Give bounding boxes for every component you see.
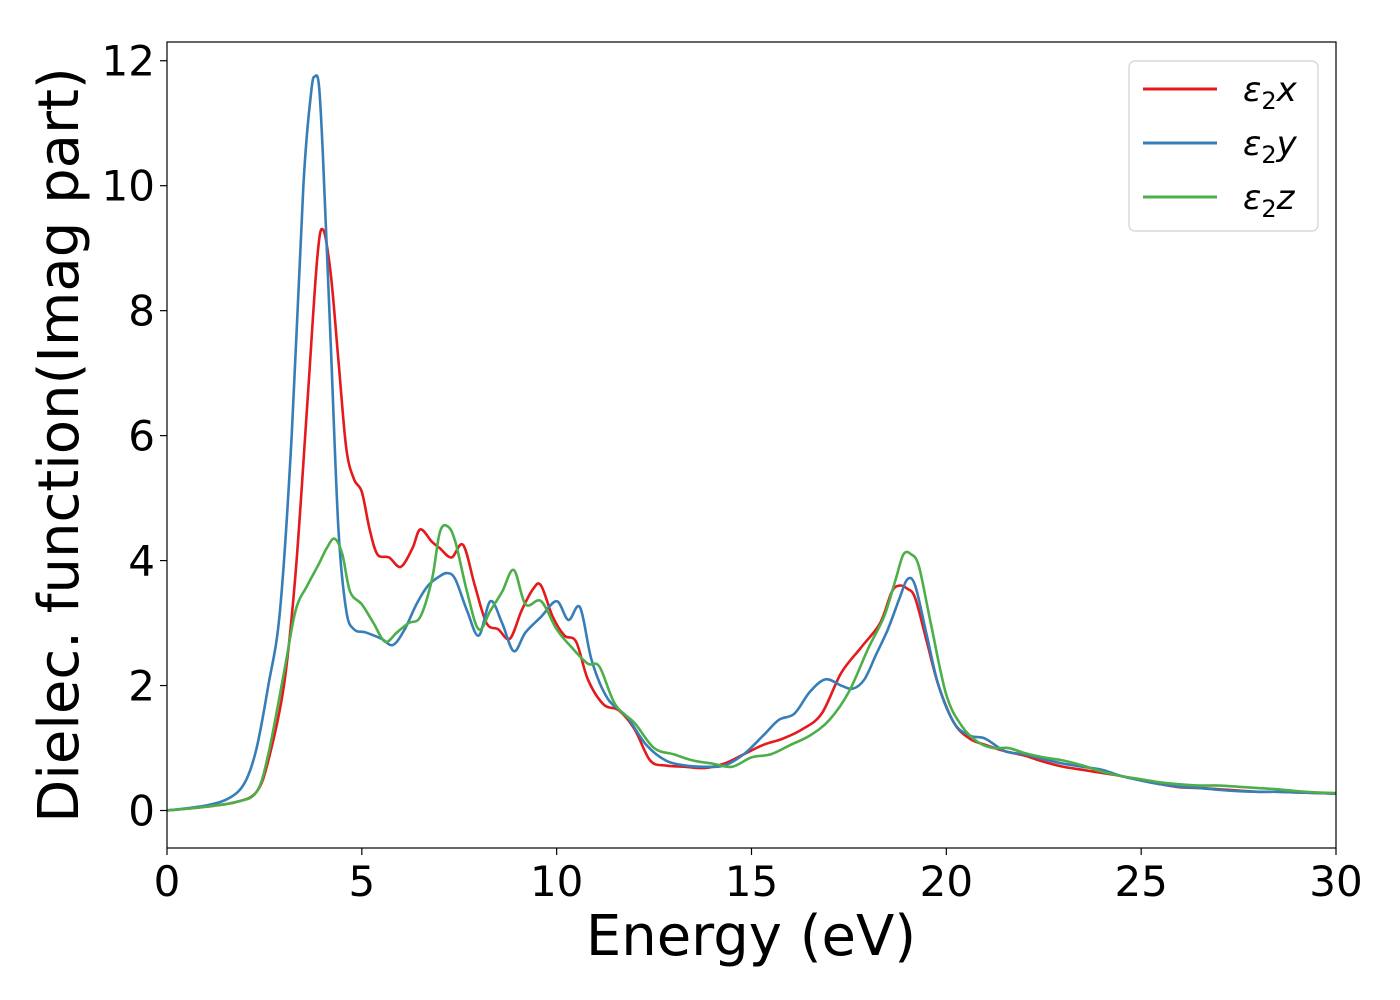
legend-label-x: ε2x: [1243, 70, 1298, 115]
legend-label-y: ε2y: [1243, 124, 1298, 169]
x-tick-label: 10: [530, 857, 583, 906]
x-tick-label: 20: [920, 857, 973, 906]
legend-label-z: ε2z: [1243, 178, 1296, 223]
x-axis-label: Energy (eV): [586, 904, 916, 969]
x-tick-label: 5: [348, 857, 375, 906]
y-axis-label: Dielec. function(Imag part): [27, 67, 92, 823]
series-line-z: [166, 523, 1337, 812]
y-tick-label: 10: [102, 162, 155, 211]
x-tick-label: 15: [725, 857, 778, 906]
x-tick-label: 25: [1114, 857, 1167, 906]
y-tick-label: 12: [102, 37, 155, 86]
y-tick-label: 8: [128, 287, 155, 336]
series-lines: [166, 74, 1337, 812]
y-tick-label: 2: [128, 662, 155, 711]
y-tick-label: 0: [128, 787, 155, 836]
y-axis-ticks: 0 2 4 6 8 10 12: [102, 37, 167, 836]
x-tick-label: 30: [1309, 857, 1362, 906]
x-tick-label: 0: [154, 857, 181, 906]
legend-box: [1128, 60, 1319, 232]
y-tick-label: 6: [128, 412, 155, 461]
legend: ε2x ε2y ε2z: [1128, 60, 1319, 232]
series-line-y: [166, 74, 1337, 812]
x-axis-ticks: 0 5 10 15 20 25 30: [154, 848, 1363, 906]
y-tick-label: 4: [128, 537, 155, 586]
